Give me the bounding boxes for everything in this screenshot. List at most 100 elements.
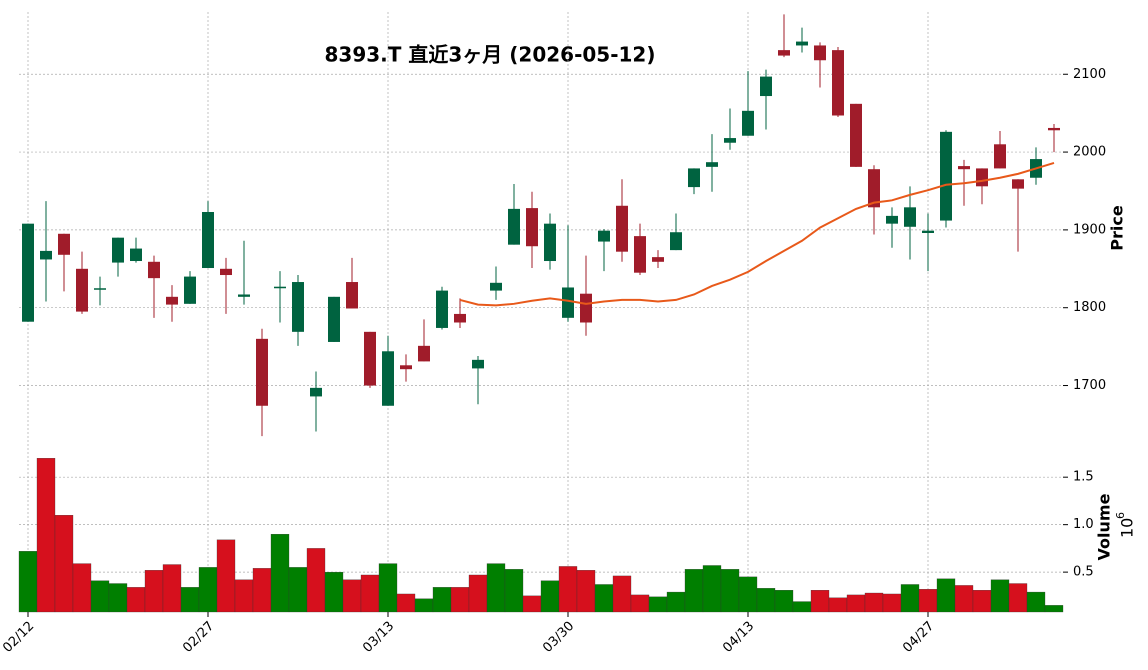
volume-bar <box>504 569 524 613</box>
candle-body <box>40 250 52 260</box>
candle-body <box>436 290 448 328</box>
volume-bar <box>882 593 902 613</box>
candle-body <box>220 268 232 276</box>
volume-bar <box>1008 583 1028 613</box>
candle-body <box>580 293 592 323</box>
volume-bar <box>162 564 182 613</box>
candle-body <box>778 50 790 56</box>
candle-body <box>832 50 844 116</box>
candle-body <box>292 282 304 332</box>
volume-bar <box>108 583 128 613</box>
candle-body <box>202 211 214 269</box>
volume-bar <box>738 576 758 613</box>
volume-bar <box>828 597 848 613</box>
volume-bar <box>1044 605 1064 613</box>
volume-bar <box>594 584 614 613</box>
volume-bar <box>792 601 812 613</box>
candle-body <box>796 41 808 46</box>
volume-bar <box>666 591 686 613</box>
candle-body <box>760 76 772 97</box>
y-tick-label: 1800 <box>1073 300 1106 315</box>
volume-bar <box>288 567 308 613</box>
x-tick-label: 04/27 <box>900 619 937 656</box>
volume-bar <box>342 579 362 613</box>
x-tick-label: 02/12 <box>0 619 37 656</box>
candle-body <box>616 205 628 252</box>
volume-tick-label: 0.5 <box>1073 565 1094 580</box>
volume-bar <box>918 589 938 613</box>
volume-tick-label: 1.5 <box>1073 470 1094 485</box>
candle-body <box>400 365 412 370</box>
volume-tick-label: 1.0 <box>1073 517 1094 532</box>
volume-axis-label: Volume <box>1095 493 1114 560</box>
volume-bar <box>306 548 326 613</box>
volume-bar <box>558 566 578 613</box>
volume-bar <box>522 595 542 613</box>
volume-bar <box>324 571 344 613</box>
volume-bar <box>990 579 1010 613</box>
candle-body <box>76 268 88 312</box>
candle-body <box>544 223 556 262</box>
volume-bar <box>126 587 146 613</box>
candle-body <box>58 233 70 255</box>
candle-body <box>490 282 502 291</box>
volume-multiplier: 10 6 <box>1114 512 1137 538</box>
candle-body <box>148 261 160 279</box>
candle-body <box>652 257 664 262</box>
volume-bar <box>468 574 488 613</box>
candle-body <box>940 131 952 221</box>
candle-body <box>508 208 520 245</box>
volume-bar <box>432 587 452 613</box>
candle-body <box>22 223 34 322</box>
candle-body <box>1048 127 1060 131</box>
chart-title: 8393.T 直近3ヶ月 (2026-05-12) <box>325 43 656 67</box>
candle-body <box>634 236 646 273</box>
candle-body <box>850 103 862 167</box>
y-tick-label: 1900 <box>1073 222 1106 237</box>
candle-body <box>346 282 358 309</box>
candle-body <box>706 162 718 167</box>
volume-bar <box>864 592 884 613</box>
moving-average <box>459 162 1055 307</box>
volume-bar <box>54 515 74 613</box>
candle-body <box>130 248 142 262</box>
volume-bar <box>936 578 956 613</box>
volume-bar <box>576 570 596 613</box>
candle-body <box>112 237 124 263</box>
y-tick-label: 1700 <box>1073 378 1106 393</box>
candle-body <box>364 331 376 386</box>
candle-body <box>166 296 178 305</box>
candle-body <box>274 286 286 289</box>
volume-bar <box>954 585 974 613</box>
volume-bar <box>252 568 272 613</box>
candle-body <box>904 207 916 227</box>
volume-bar <box>810 590 830 613</box>
volume-bar <box>972 590 992 613</box>
candle-body <box>256 338 268 406</box>
volume-bar <box>684 569 704 613</box>
x-tick-label: 03/30 <box>540 619 577 656</box>
volume-bar <box>90 580 110 613</box>
volume-bar <box>360 574 380 613</box>
y-tick-label: 2000 <box>1073 145 1106 160</box>
candle-body <box>526 208 538 247</box>
y-axis-label: Price <box>1108 205 1127 251</box>
candle-body <box>958 166 970 170</box>
candle-body <box>724 138 736 143</box>
candle-body <box>328 296 340 342</box>
volume-bar <box>378 563 398 613</box>
x-tick-label: 04/13 <box>720 619 757 656</box>
candle-body <box>472 359 484 369</box>
volume-bar <box>396 593 416 613</box>
volume-bar <box>900 584 920 613</box>
candle-body <box>382 351 394 406</box>
candle-body <box>868 169 880 208</box>
candle-body <box>886 215 898 224</box>
volume-bar <box>720 569 740 613</box>
candle-body <box>238 294 250 297</box>
candle-body <box>994 144 1006 169</box>
volume-bar <box>234 579 254 613</box>
candle-body <box>1012 179 1024 189</box>
x-tick-label: 03/13 <box>360 619 397 656</box>
